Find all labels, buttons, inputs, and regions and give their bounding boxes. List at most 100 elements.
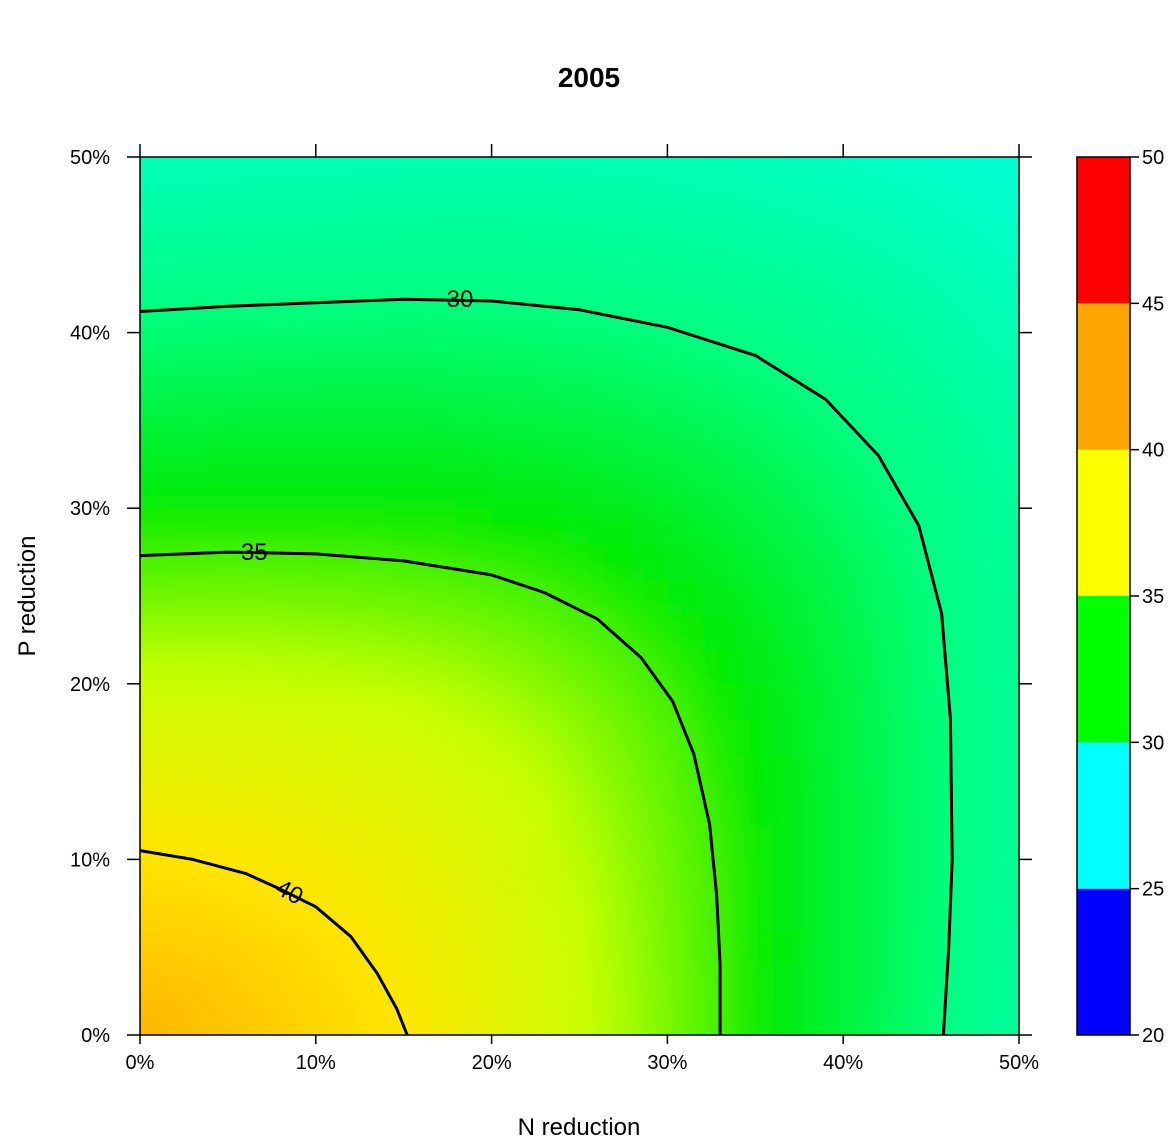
heat-cell <box>877 753 915 791</box>
heat-cell <box>490 893 528 931</box>
heat-cell <box>279 753 317 791</box>
heat-cell <box>842 823 880 861</box>
heat-cell <box>631 331 669 369</box>
heat-cell <box>244 436 282 475</box>
heat-cell <box>1018 753 1019 791</box>
heat-cell <box>420 401 458 439</box>
heat-cell <box>244 823 282 861</box>
heat-cell <box>209 998 247 1035</box>
heat-cell <box>279 682 317 720</box>
colorbar-label: 20 <box>1142 1025 1164 1047</box>
heat-cell <box>244 331 282 369</box>
heat-cell <box>666 472 704 510</box>
heat-cell <box>244 157 282 158</box>
heat-cell <box>314 157 352 194</box>
heat-cell <box>560 507 599 545</box>
heat-cell <box>771 401 810 439</box>
heat-cell <box>736 998 774 1035</box>
heat-cell <box>736 717 774 756</box>
heat-cell <box>912 331 950 369</box>
heat-cell <box>279 612 317 650</box>
heat-cell <box>701 858 739 896</box>
heat-cell <box>279 261 317 299</box>
heat-cell <box>244 577 282 615</box>
heat-cell <box>490 542 528 580</box>
heat-cell <box>666 963 704 1001</box>
heat-cell <box>596 191 634 229</box>
heat-cell <box>982 928 1019 966</box>
heat-cell <box>279 542 317 580</box>
heat-cell <box>244 647 282 685</box>
heat-cell <box>385 472 423 510</box>
heat-cell <box>631 157 669 194</box>
heat-cell <box>455 612 493 650</box>
heat-cell <box>140 893 177 931</box>
heat-cell <box>736 858 774 896</box>
heat-cell <box>807 436 845 475</box>
heat-cell <box>877 858 915 896</box>
contour-line-35 <box>140 550 722 1035</box>
colorbar-segment <box>1077 888 1130 1035</box>
heat-cell <box>244 401 282 439</box>
heat-cell <box>455 436 493 475</box>
heat-cell <box>947 753 985 791</box>
heat-cell <box>947 577 985 615</box>
heat-cell <box>982 788 1019 826</box>
heat-cell <box>736 436 774 475</box>
heat-cell <box>209 157 247 194</box>
heat-cell <box>525 296 563 334</box>
heat-cell <box>490 647 528 685</box>
heat-cell <box>349 331 388 369</box>
heat-cell <box>420 191 458 229</box>
heat-cell <box>947 682 985 720</box>
heat-cell <box>842 472 880 510</box>
heat-cell <box>947 893 985 931</box>
heat-cell <box>349 858 388 896</box>
heat-cell <box>244 998 282 1035</box>
heat-cell <box>349 296 388 334</box>
heat-cell <box>560 928 599 966</box>
heat-cell <box>807 577 845 615</box>
heat-cell <box>842 577 880 615</box>
heat-cell <box>666 998 704 1035</box>
heat-cell <box>560 226 599 264</box>
heat-cell <box>807 507 845 545</box>
heat-cell <box>385 226 423 264</box>
heat-cell <box>982 542 1019 580</box>
heat-cell <box>314 788 352 826</box>
heat-cell <box>244 788 282 826</box>
heat-cell <box>947 788 985 826</box>
heat-cell <box>912 928 950 966</box>
heat-cell <box>666 928 704 966</box>
heat-cell <box>771 296 810 334</box>
heat-cell <box>771 157 810 158</box>
heat-cell <box>807 157 845 194</box>
heat-cell <box>560 366 599 404</box>
heat-cell <box>736 507 774 545</box>
heat-cell <box>982 612 1019 650</box>
heat-cell <box>385 998 423 1035</box>
heat-cell <box>420 647 458 685</box>
heat-cell <box>525 436 563 475</box>
heat-cell <box>1018 893 1019 931</box>
y-tick-label: 50% <box>70 147 110 169</box>
heat-cell <box>807 928 845 966</box>
heat-cell <box>349 191 388 229</box>
heat-cell <box>174 366 212 404</box>
heat-cell <box>385 507 423 545</box>
heat-cell <box>912 366 950 404</box>
heat-cell <box>209 261 247 299</box>
heat-cell <box>666 261 704 299</box>
heat-cell <box>455 157 493 158</box>
heat-cell <box>771 998 810 1035</box>
heat-cell <box>174 331 212 369</box>
heat-cell <box>174 157 212 194</box>
heat-cell <box>1018 331 1019 369</box>
heat-cell <box>736 542 774 580</box>
heat-cell <box>314 331 352 369</box>
heat-cell <box>140 577 177 615</box>
heat-cell <box>140 998 177 1035</box>
heat-cell <box>701 331 739 369</box>
heat-cell <box>490 753 528 791</box>
heat-cell <box>140 436 177 475</box>
